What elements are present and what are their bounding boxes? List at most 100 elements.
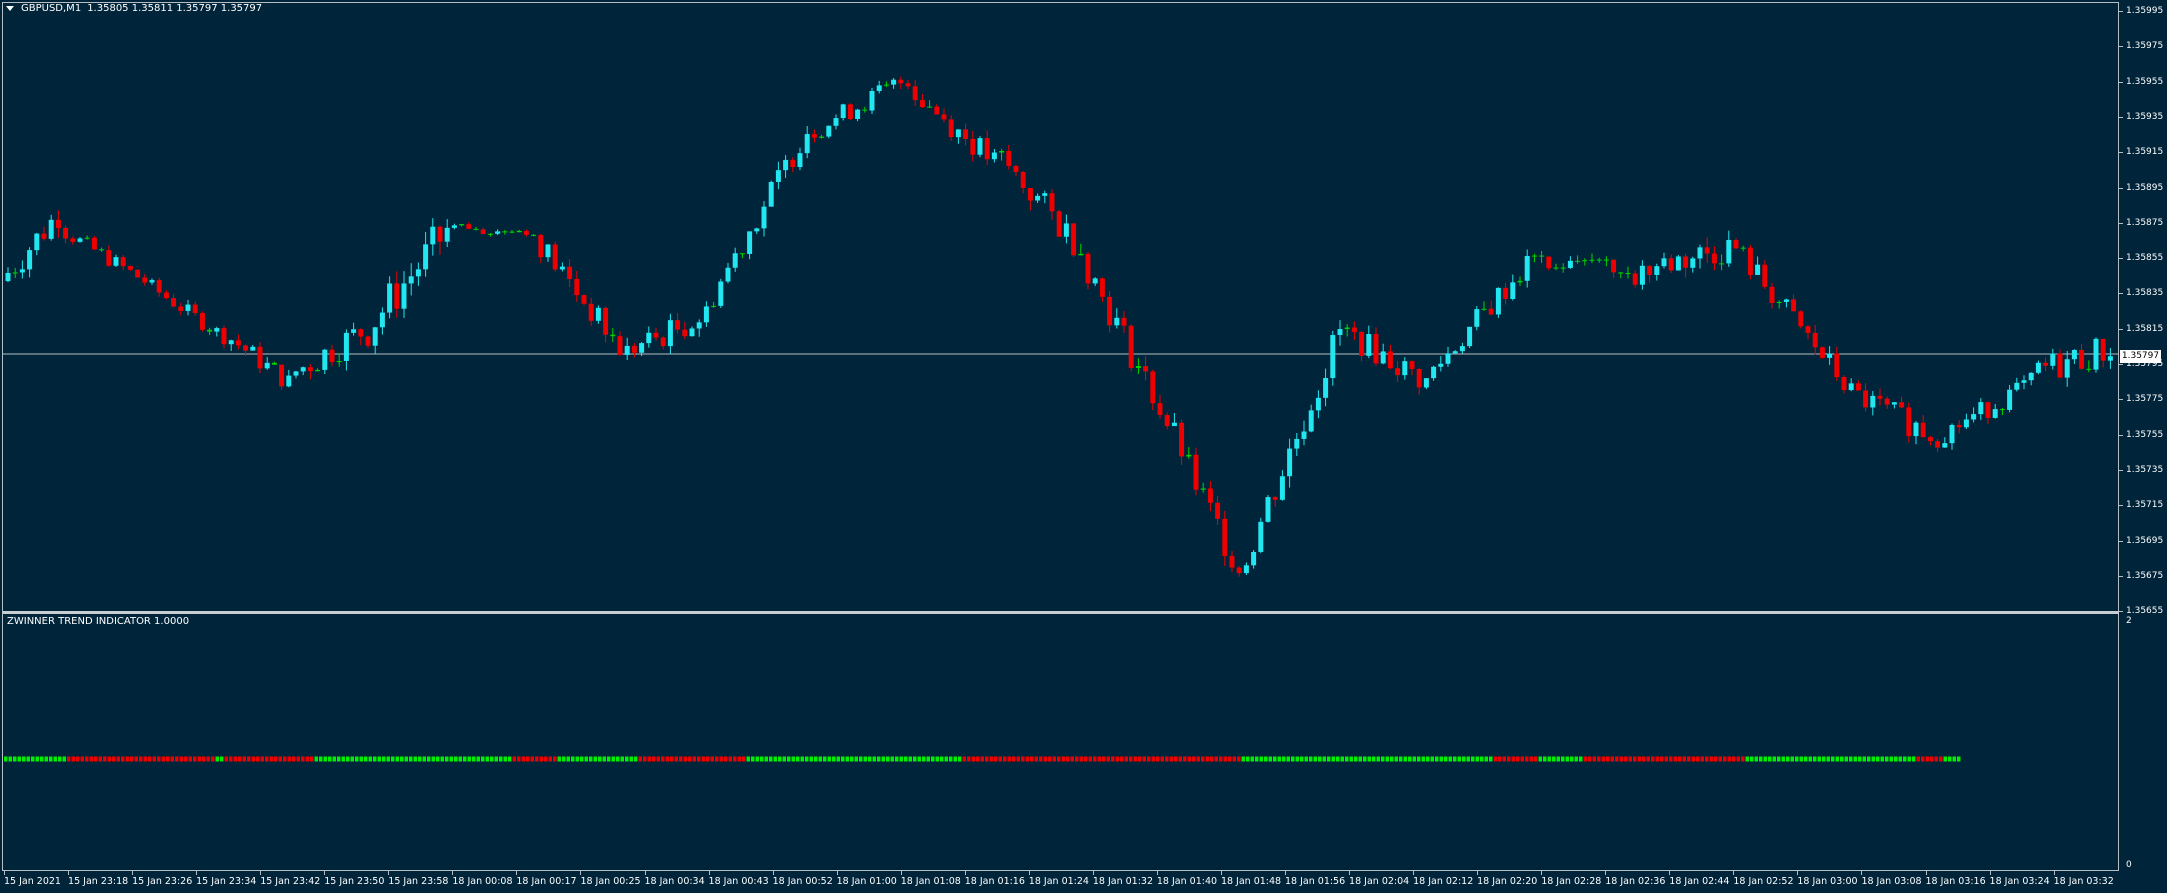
indicator-down-mark [1196,756,1200,762]
candle-body [768,181,774,207]
candle-body [1085,253,1091,284]
time-label: 18 Jan 02:52 [1733,876,1794,887]
candle-body [279,364,285,387]
candle-body [1690,258,1696,268]
indicator-up-mark [1255,756,1259,762]
candle-body [120,257,126,267]
indicator-down-mark [517,756,521,762]
indicator-down-mark [1237,756,1241,762]
price-tick [2119,46,2123,48]
candle-body [783,159,789,171]
indicator-up-mark [881,756,885,762]
indicator-up-mark [35,756,39,762]
indicator-pane[interactable] [3,615,2118,870]
indicator-up-mark [1394,756,1398,762]
candle-body [1863,390,1869,408]
candle-body [689,328,695,337]
candle-body [1366,334,1372,356]
candle-body [329,349,335,363]
candle-body [149,280,155,283]
candle-body [1128,325,1134,368]
indicator-up-mark [1340,756,1344,762]
indicator-up-mark [1948,756,1952,762]
candle-body [1042,193,1048,196]
candle-body [1575,260,1581,262]
candle-body [1812,332,1818,348]
indicator-down-mark [197,756,201,762]
candle-body [955,129,961,138]
indicator-down-mark [1705,756,1709,762]
candle-body [1783,299,1789,302]
candle-body [1344,327,1350,330]
candle-body [1121,317,1127,326]
main-chart-pane[interactable] [3,3,2118,612]
indicator-up-mark [598,756,602,762]
indicator-up-mark [769,756,773,762]
indicator-down-mark [1057,756,1061,762]
candle-body [1999,409,2005,411]
indicator-up-mark [1844,756,1848,762]
chart-menu-caret-icon[interactable] [6,6,14,11]
candle-body [387,283,393,313]
candle-body [106,250,112,266]
time-tick [708,871,710,875]
candle-body [1099,278,1105,297]
price-axis[interactable] [2119,0,2167,893]
indicator-down-mark [647,756,651,762]
indicator-up-mark [1363,756,1367,762]
candle-body [603,307,609,335]
candle-body [1323,377,1329,398]
indicator-up-mark [1304,756,1308,762]
candle-body [1143,366,1149,372]
indicator-down-mark [67,756,71,762]
candle-body [1906,407,1912,437]
candle-body [1193,454,1199,490]
indicator-down-mark [1066,756,1070,762]
pane-separator[interactable] [3,611,2119,614]
indicator-down-mark [1070,756,1074,762]
indicator-up-mark [575,756,579,762]
candle-body [2086,368,2092,370]
candle-body [171,298,177,307]
candle-body [1013,165,1019,172]
indicator-up-mark [1579,756,1583,762]
candle-body [1445,353,1451,364]
time-tick [1797,871,1799,875]
indicator-up-mark [1421,756,1425,762]
candle-body [1647,265,1653,275]
indicator-up-mark [890,756,894,762]
price-tick [2119,81,2123,83]
candle-body [1488,308,1494,315]
indicator-up-mark [341,756,345,762]
candle-body [63,227,69,239]
indicator-down-mark [733,756,737,762]
candle-body [1481,308,1487,310]
candle-body [833,118,839,126]
indicator-up-mark [1808,756,1812,762]
time-label: 18 Jan 01:24 [1028,876,1089,887]
candle-body [1006,150,1012,166]
indicator-up-mark [1403,756,1407,762]
indicator-down-mark [1511,756,1515,762]
indicator-up-mark [373,756,377,762]
indicator-down-mark [692,756,696,762]
indicator-up-mark [31,756,35,762]
candle-body [1697,247,1703,259]
candle-body [739,253,745,255]
indicator-down-mark [1210,756,1214,762]
indicator-down-mark [161,756,165,762]
indicator-up-mark [931,756,935,762]
indicator-up-mark [805,756,809,762]
candle-body [977,138,983,155]
indicator-down-mark [1093,756,1097,762]
indicator-up-mark [940,756,944,762]
indicator-up-mark [904,756,908,762]
indicator-up-mark [422,756,426,762]
candle-body [487,233,493,235]
indicator-up-mark [1286,756,1290,762]
candle-body [1992,409,1998,418]
candle-body [2071,349,2077,360]
indicator-down-mark [193,756,197,762]
candle-body [747,231,753,254]
